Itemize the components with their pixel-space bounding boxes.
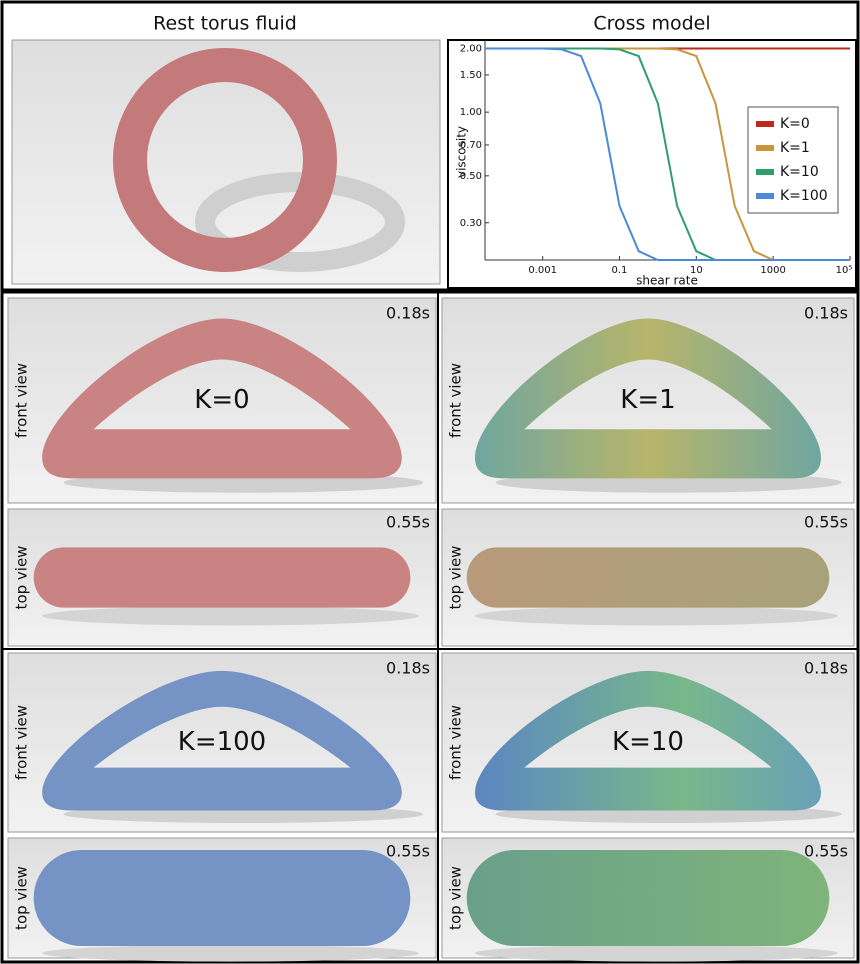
y-tick-label: 0.70 [460, 140, 482, 151]
view-label: front view [13, 705, 31, 780]
view-label: top view [447, 546, 465, 610]
x-tick-label: 0.001 [528, 265, 557, 276]
legend-label: K=0 [780, 116, 810, 132]
fluid-top [467, 547, 830, 607]
x-tick-label: 1000 [760, 265, 785, 276]
time-label: 0.55s [386, 842, 430, 861]
time-label: 0.55s [804, 513, 848, 532]
k-label: K=1 [620, 385, 675, 415]
time-label: 0.18s [386, 659, 430, 678]
shadow [42, 945, 419, 962]
time-label: 0.55s [386, 513, 430, 532]
legend-label: K=10 [780, 164, 819, 180]
shadow [475, 945, 838, 962]
time-label: 0.18s [386, 304, 430, 323]
k-label: K=100 [178, 727, 266, 757]
view-label: top view [447, 866, 465, 930]
y-tick-label: 0.30 [460, 218, 482, 229]
k-label: K=10 [612, 727, 684, 757]
view-label: front view [447, 363, 465, 438]
view-label: front view [447, 705, 465, 780]
y-tick-label: 1.00 [460, 107, 482, 118]
fluid-top [34, 547, 411, 607]
shadow [475, 606, 838, 625]
y-tick-label: 1.50 [460, 70, 482, 81]
y-tick-label: 0.50 [460, 171, 482, 182]
x-tick-label: 10⁵ [836, 265, 853, 276]
view-label: top view [13, 546, 31, 610]
time-label: 0.18s [804, 304, 848, 323]
time-label: 0.55s [804, 842, 848, 861]
y-tick-label: 2.00 [460, 43, 482, 54]
panel-title: Rest torus fluid [153, 13, 297, 35]
x-tick-label: 0.1 [612, 265, 628, 276]
view-label: front view [13, 363, 31, 438]
chart-title: Cross model [593, 13, 710, 35]
shadow [42, 606, 419, 625]
view-label: top view [13, 866, 31, 930]
x-tick-label: 10 [690, 265, 703, 276]
legend-label: K=1 [780, 140, 810, 156]
legend-label: K=100 [780, 188, 828, 204]
x-axis-label: shear rate [636, 274, 698, 288]
time-label: 0.18s [804, 659, 848, 678]
fluid-top [467, 850, 830, 946]
k-label: K=0 [194, 385, 249, 415]
figure: Rest torus fluid Cross model viscosity s… [0, 0, 860, 964]
fluid-top [34, 850, 411, 946]
